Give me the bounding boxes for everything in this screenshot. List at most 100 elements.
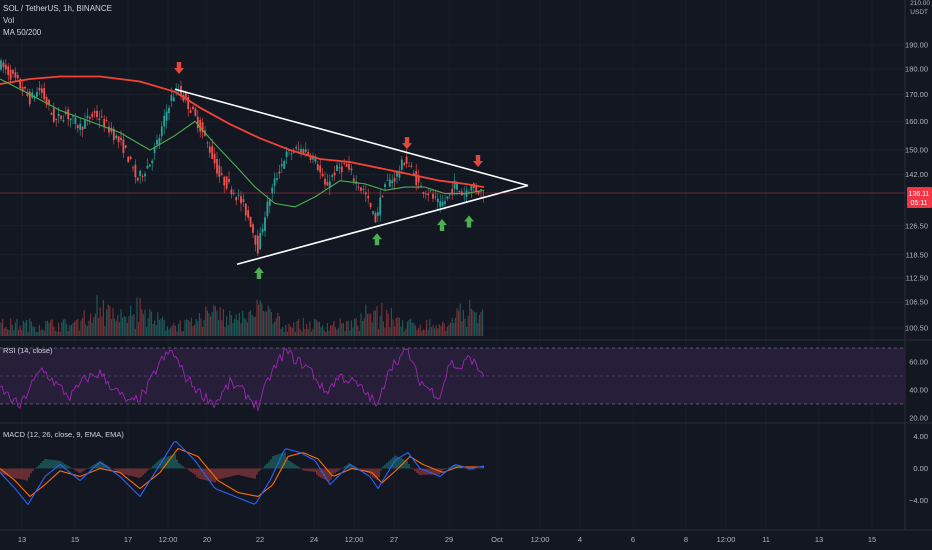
volume-bar	[272, 323, 274, 336]
macd-histogram-bar	[38, 464, 40, 469]
volume-bar	[35, 331, 37, 336]
volume-bar	[234, 318, 236, 336]
candle-body	[369, 203, 372, 208]
macd-histogram-bar	[262, 467, 264, 469]
volume-bar	[192, 326, 194, 336]
volume-bar	[165, 330, 167, 336]
candle-body	[393, 177, 396, 182]
volume-bar	[77, 319, 79, 336]
price-badge: 136.11 05:11	[907, 187, 932, 208]
candle-body	[136, 177, 139, 181]
candle-body	[172, 97, 175, 102]
volume-bar	[298, 319, 300, 336]
candle-body	[292, 151, 295, 153]
volume-bar	[29, 318, 31, 336]
price-axis[interactable]: 190.00 180.00 170.00 160.00 150.00 142.00 126.…	[905, 41, 928, 506]
rsi-legend[interactable]: RSI (14, close)	[3, 346, 53, 355]
macd-histogram-bar	[418, 468, 420, 475]
macd-histogram-bar	[110, 467, 112, 469]
volume-bar	[189, 321, 191, 336]
ma-legend[interactable]: MA 50/200	[3, 28, 42, 37]
volume-bar	[363, 318, 365, 336]
volume-bar	[131, 315, 133, 336]
candle-body	[475, 186, 478, 193]
macd-histogram-bar	[312, 468, 314, 472]
candle-body	[55, 119, 58, 120]
candle-body	[134, 164, 137, 178]
time-axis[interactable]: 13 15 17 12:00 20 22 24 12:00 27 29 Oct 12:00 4 6 8 12:…	[18, 535, 876, 544]
candle-body	[316, 164, 319, 171]
candle-body	[374, 213, 377, 223]
volume-bar	[438, 324, 440, 336]
volume-bar	[418, 327, 420, 336]
candle-body	[0, 60, 2, 70]
candle-body	[184, 93, 187, 98]
macd-histogram-bar	[438, 468, 440, 475]
rsi-axis-label: 40.00	[909, 386, 928, 395]
macd-histogram-bar	[412, 468, 414, 470]
macd-axis-label: 0.00	[913, 464, 928, 473]
ma50-line	[0, 78, 485, 208]
macd-histogram-bar	[88, 467, 90, 469]
volume-bar	[182, 331, 184, 336]
macd-histogram-bar	[394, 455, 396, 469]
volume-bar	[310, 331, 312, 336]
volume-bar	[378, 328, 380, 336]
candle-body	[43, 88, 46, 100]
volume-bar	[21, 329, 23, 336]
volume-bar	[350, 320, 352, 336]
candle-body	[280, 164, 283, 167]
macd-histogram-bar	[320, 468, 322, 478]
volume-bar	[338, 328, 340, 336]
volume-bar	[334, 327, 336, 336]
volume-bar	[146, 327, 148, 336]
macd-histogram-bar	[10, 468, 12, 477]
volume-bar	[94, 313, 96, 336]
volume-bar	[82, 317, 84, 336]
trendlines[interactable]	[174, 88, 529, 266]
macd-histogram-bar	[380, 468, 382, 471]
macd-histogram-bar	[268, 461, 270, 469]
volume-bar	[456, 308, 458, 336]
volume-bar	[461, 321, 463, 336]
volume-bar	[285, 325, 287, 336]
volume-bar	[150, 311, 152, 336]
macd-histogram-bar	[422, 468, 424, 475]
macd-histogram-bar	[336, 468, 338, 472]
price-axis-label: 150.00	[905, 146, 928, 155]
volume-bar	[160, 318, 162, 336]
macd-histogram-bar	[358, 468, 360, 469]
volume-legend[interactable]: Vol	[3, 16, 15, 25]
signal-arrows[interactable]	[174, 62, 483, 279]
candle-body	[340, 166, 343, 173]
volume-bar	[141, 309, 143, 336]
volume-bar	[18, 329, 20, 336]
candle-body	[237, 194, 240, 196]
time-axis-label: 17	[124, 535, 132, 544]
candle-body	[45, 97, 48, 105]
candle-body	[417, 175, 420, 183]
macd-histogram-bar	[408, 464, 410, 469]
candle-body	[81, 126, 84, 130]
candle-body	[242, 199, 245, 202]
candle-body	[446, 196, 449, 199]
macd-histogram-bar	[304, 468, 306, 471]
volume-bar	[331, 325, 333, 336]
time-axis-label: 4	[578, 535, 582, 544]
candle-body	[93, 111, 96, 113]
macd-histogram-bar	[388, 461, 390, 469]
candle-body	[309, 156, 312, 161]
macd-legend[interactable]: MACD (12, 26, close, 9, EMA, EMA)	[3, 430, 124, 439]
macd-histogram-bar	[290, 461, 292, 469]
macd-histogram-bar	[460, 467, 462, 469]
macd-histogram-bar	[214, 468, 216, 483]
candle-body	[357, 186, 360, 188]
macd-histogram-bar	[44, 458, 46, 469]
symbol-title[interactable]: SOL / TetherUS, 1h, BINANCE	[3, 4, 112, 13]
macd-histogram-bar	[40, 462, 42, 469]
volume-bar	[373, 310, 375, 336]
volume-bar	[157, 312, 159, 336]
macd-histogram-bar	[50, 459, 52, 469]
candle-body	[290, 153, 293, 155]
